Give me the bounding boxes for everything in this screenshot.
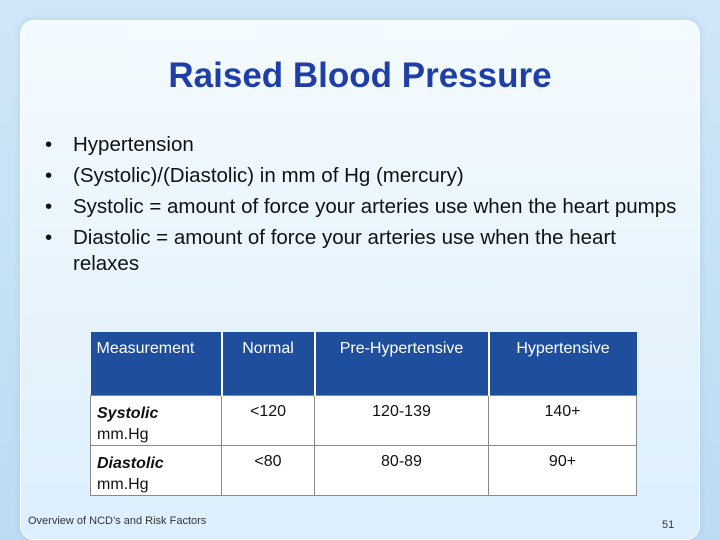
cell-hypertensive: 90+ xyxy=(488,445,637,496)
header-measurement: Measurement xyxy=(90,332,223,396)
bullet-marker: • xyxy=(45,226,53,249)
bullet-marker: • xyxy=(45,164,53,187)
bullet-text: Systolic = amount of force your arteries… xyxy=(73,195,677,218)
row-label-cell: Systolic mm.Hg xyxy=(90,395,222,446)
row-name: Systolic xyxy=(97,405,159,422)
bullet-text: (Systolic)/(Diastolic) in mm of Hg (merc… xyxy=(73,164,464,187)
cell-pre-hypertensive: 80-89 xyxy=(314,445,489,496)
slide-footer: Overview of NCD’s and Risk Factors xyxy=(28,515,207,527)
table-row: Systolic mm.Hg <120 120-139 140+ xyxy=(90,395,637,446)
table-header-row: Measurement Normal Pre-Hypertensive Hype… xyxy=(90,332,637,396)
bullet-item: • Hypertension xyxy=(45,132,685,158)
bullet-item: • Diastolic = amount of force your arteri… xyxy=(45,225,685,277)
row-label-cell: Diastolic mm.Hg xyxy=(90,445,222,496)
bullet-marker: • xyxy=(45,133,53,156)
bullet-text: Hypertension xyxy=(73,133,194,156)
header-pre-hypertensive: Pre-Hypertensive xyxy=(313,332,490,396)
page-number: 51 xyxy=(662,519,675,531)
table-row: Diastolic mm.Hg <80 80-89 90+ xyxy=(90,445,637,496)
bullet-item: • (Systolic)/(Diastolic) in mm of Hg (mer… xyxy=(45,163,685,189)
blood-pressure-table: Measurement Normal Pre-Hypertensive Hype… xyxy=(90,332,637,496)
bullet-list: • Hypertension • (Systolic)/(Diastolic) in… xyxy=(45,132,685,282)
bullet-text: Diastolic = amount of force your arterie… xyxy=(73,226,616,275)
row-unit: mm.Hg xyxy=(97,476,149,493)
row-name: Diastolic xyxy=(97,455,164,472)
slide-title: Raised Blood Pressure xyxy=(168,56,552,95)
cell-normal: <80 xyxy=(221,445,315,496)
bullet-item: • Systolic = amount of force your arterie… xyxy=(45,194,685,220)
cell-normal: <120 xyxy=(221,395,315,446)
row-unit: mm.Hg xyxy=(97,426,149,443)
header-normal: Normal xyxy=(220,332,316,396)
cell-hypertensive: 140+ xyxy=(488,395,637,446)
cell-pre-hypertensive: 120-139 xyxy=(314,395,489,446)
header-hypertensive: Hypertensive xyxy=(487,332,637,396)
bullet-marker: • xyxy=(45,195,53,218)
